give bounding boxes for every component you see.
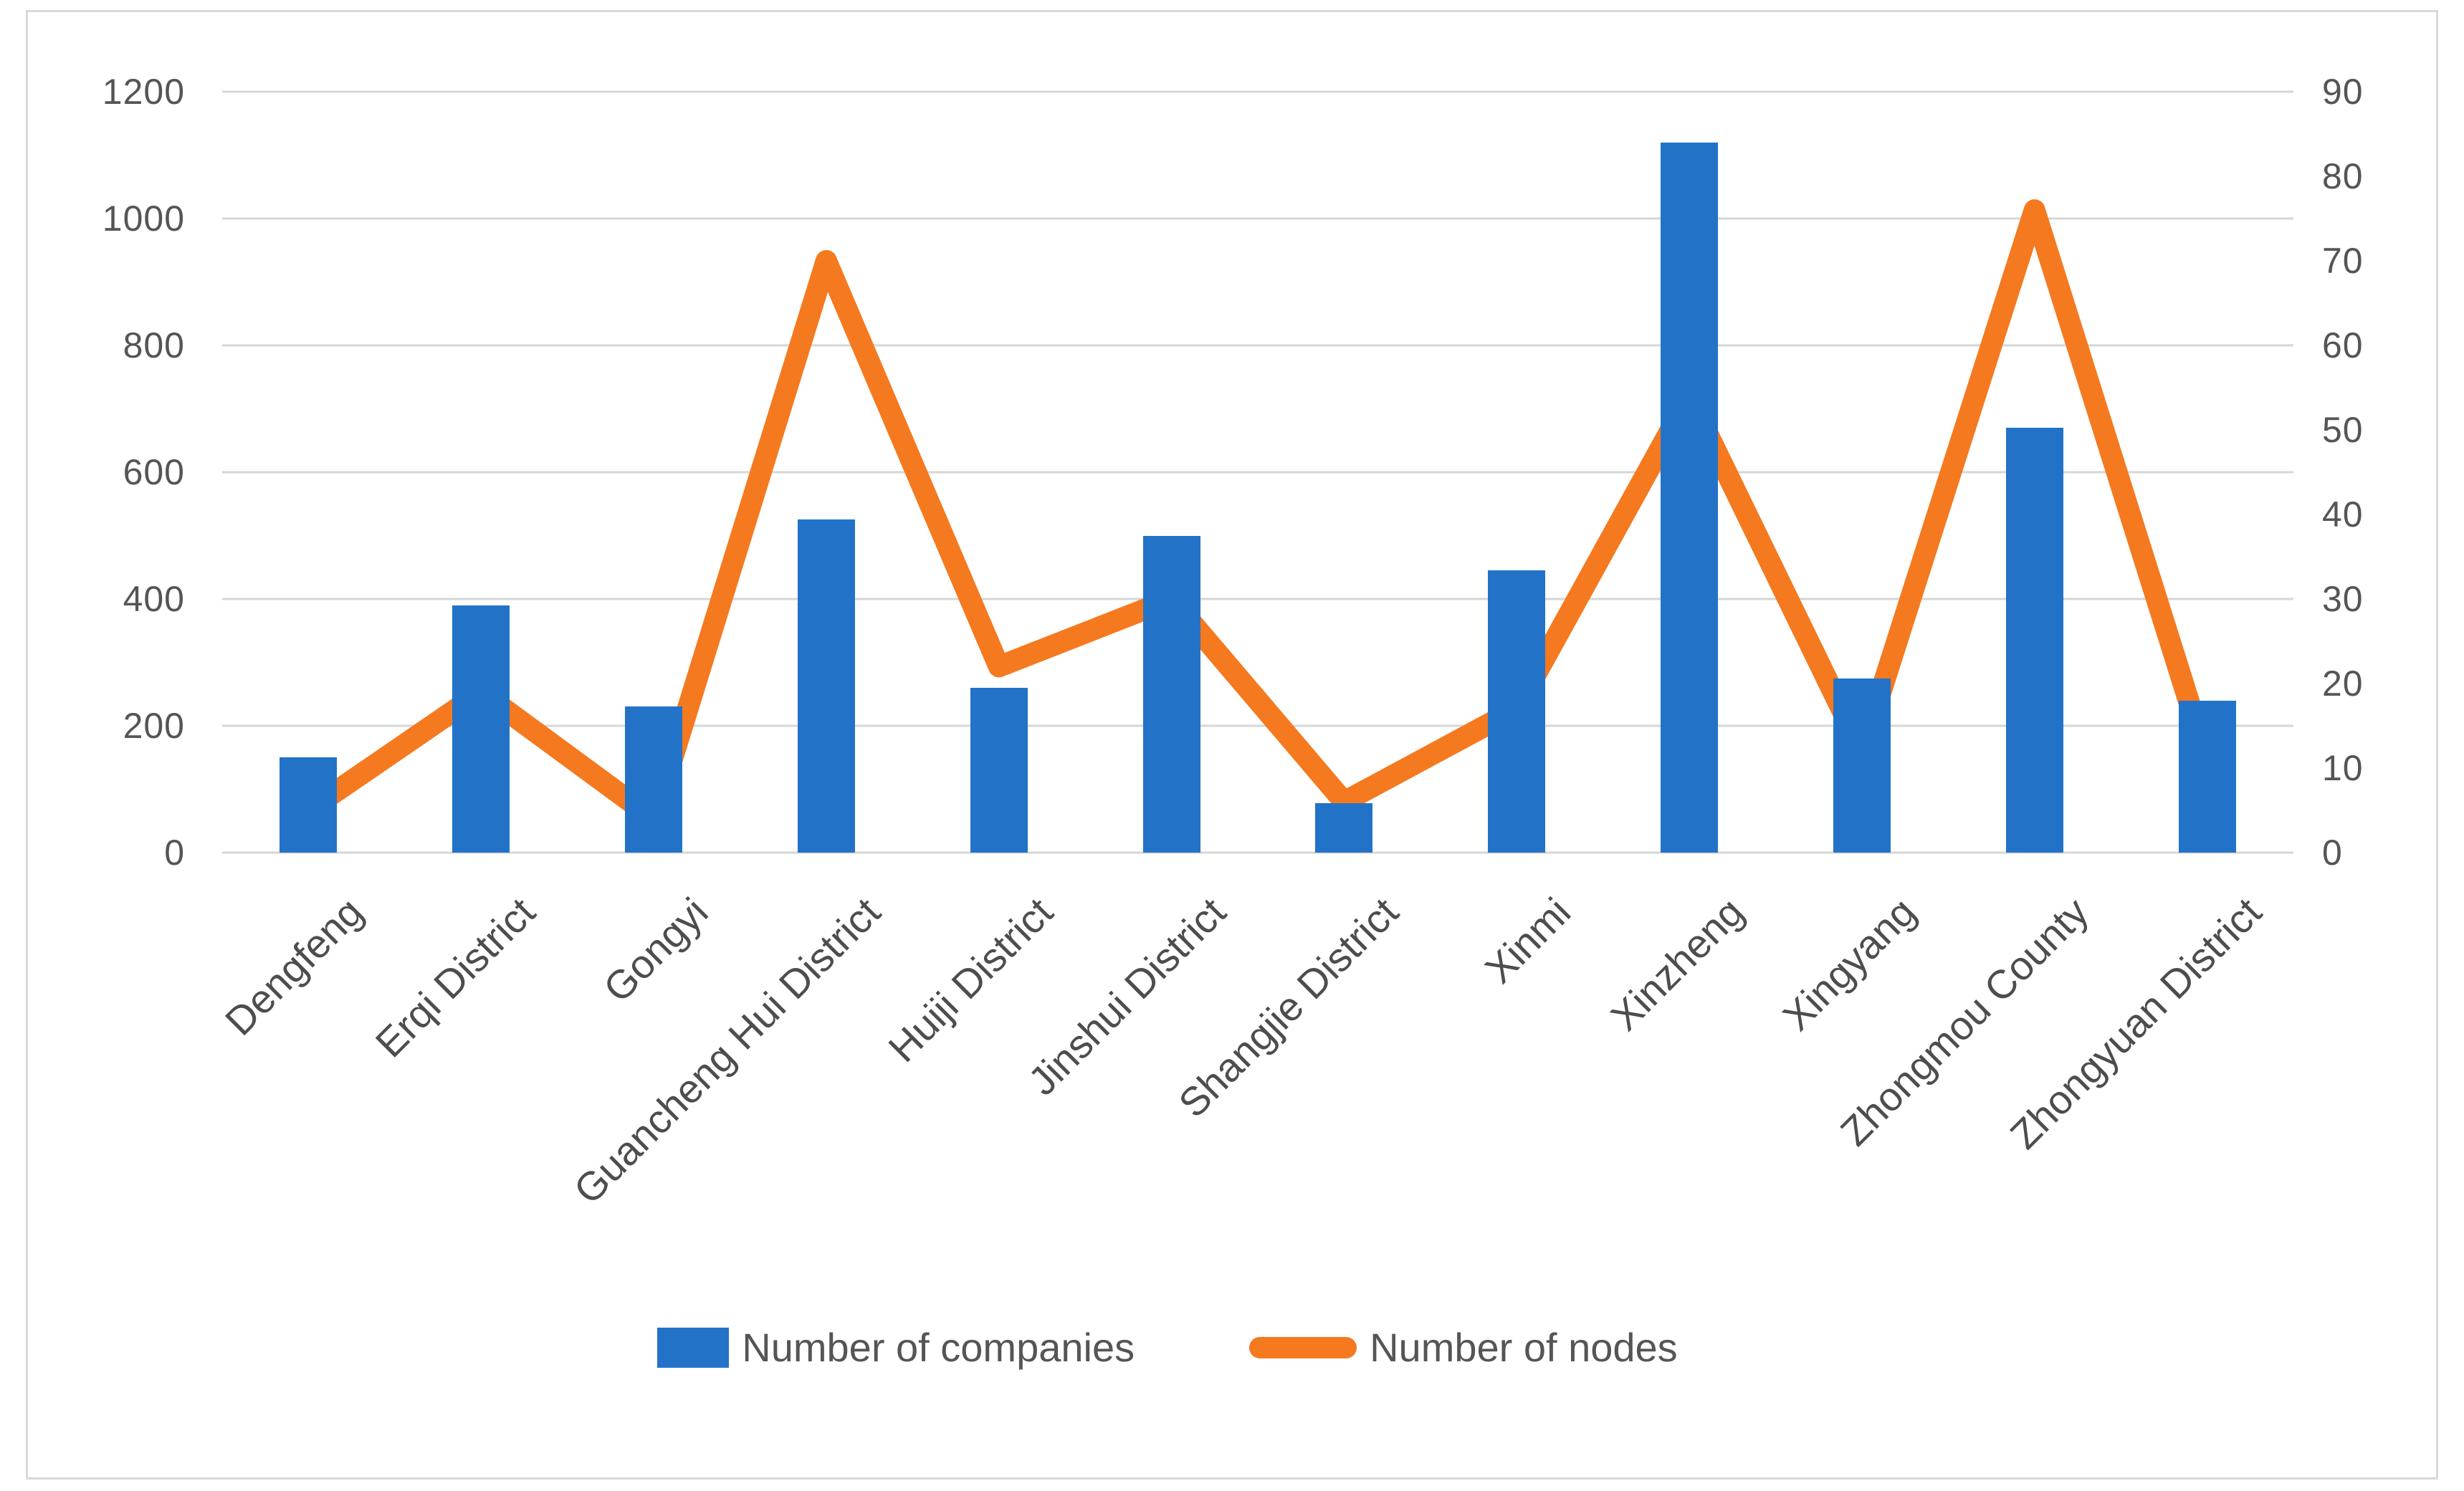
- bar-xinmi: [1488, 570, 1546, 853]
- right-axis-tick-label: 30: [2322, 579, 2364, 619]
- bar-zhongmou-county: [2005, 428, 2063, 853]
- right-axis-tick-label: 40: [2322, 494, 2364, 534]
- left-axis-tick-label: 0: [164, 833, 185, 873]
- bar-jinshui-district: [1142, 535, 1200, 853]
- nodes-line-series: [297, 199, 2218, 830]
- left-axis-tick-label: 400: [123, 579, 185, 619]
- bar-erqi-district: [452, 605, 510, 853]
- right-axis-tick-label: 80: [2322, 156, 2364, 196]
- legend-item-nodes: Number of nodes: [1249, 1324, 1678, 1371]
- bar-zhongyuan-district: [2178, 700, 2236, 853]
- right-axis-tick-label: 0: [2322, 833, 2343, 873]
- right-axis-tick-label: 50: [2322, 410, 2364, 450]
- companies-swatch-icon: [657, 1327, 730, 1368]
- bar-xingyang: [1833, 678, 1891, 853]
- left-axis-tick-label: 1200: [102, 72, 185, 112]
- legend: Number of companies Number of nodes: [0, 1324, 2399, 1371]
- line-series-layer: [297, 199, 2218, 830]
- left-axis-tick-label: 800: [123, 325, 185, 365]
- bar-shangjie-district: [1315, 802, 1373, 853]
- left-axis-tick-label: 1000: [102, 198, 185, 239]
- left-axis-tick-label: 600: [123, 452, 185, 492]
- left-axis-tick-label: 200: [123, 706, 185, 746]
- legend-nodes-label: Number of nodes: [1370, 1325, 1678, 1370]
- legend-companies-label: Number of companies: [742, 1325, 1135, 1370]
- gridlines-layer: [222, 90, 2293, 854]
- nodes-line-icon: [1249, 1336, 1357, 1358]
- right-axis-tick-label: 20: [2322, 663, 2364, 704]
- bar-dengfeng: [280, 757, 338, 853]
- bar-huiji-district: [970, 687, 1028, 853]
- right-axis-tick-label: 60: [2322, 325, 2364, 365]
- bar-guancheng-hui-district: [797, 519, 855, 853]
- bar-gongyi: [625, 706, 683, 853]
- right-axis-tick-label: 10: [2322, 748, 2364, 788]
- right-axis-tick-label: 90: [2322, 72, 2364, 112]
- bar-xinzheng: [1661, 142, 1719, 853]
- right-axis-tick-label: 70: [2322, 241, 2364, 281]
- legend-item-companies: Number of companies: [657, 1324, 1135, 1371]
